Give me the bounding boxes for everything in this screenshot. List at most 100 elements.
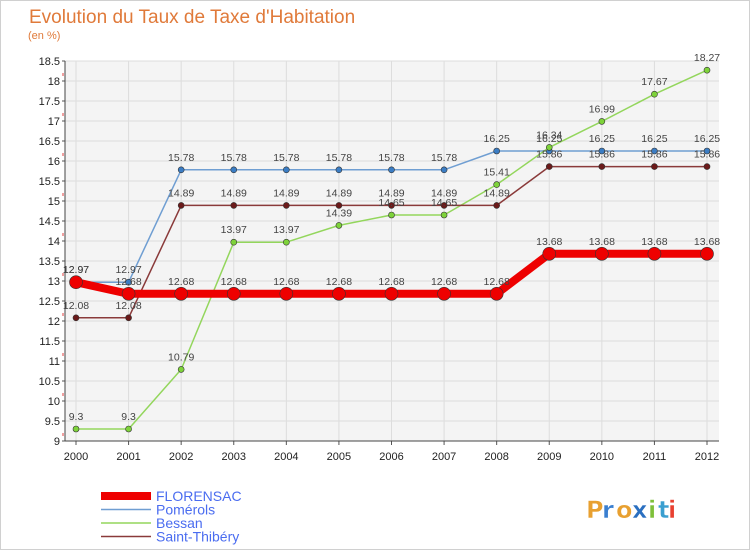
data-point-bessan xyxy=(651,90,658,98)
data-label: 15.86 xyxy=(536,149,562,161)
data-label: 13.97 xyxy=(221,224,247,236)
data-label: 12.97 xyxy=(115,264,141,276)
data-label: 15.86 xyxy=(589,149,615,161)
y-tick-label: 15 xyxy=(48,196,60,208)
data-label: 15.78 xyxy=(431,152,457,164)
brand-letter: i xyxy=(668,496,676,524)
data-label: 14.89 xyxy=(326,187,352,199)
y-tick-label: 12 xyxy=(48,316,60,328)
x-tick-label: 2001 xyxy=(116,451,140,463)
data-label: 16.25 xyxy=(694,133,720,145)
data-point-saint-thibery xyxy=(493,202,500,209)
data-point-saint-thibery xyxy=(125,314,132,322)
data-point-bessan xyxy=(703,66,711,74)
data-label: 15.78 xyxy=(273,152,299,164)
data-point-bessan xyxy=(230,238,238,246)
data-point-bessan xyxy=(598,118,606,125)
data-point-pomerols xyxy=(651,147,658,155)
x-tick-label: 2007 xyxy=(432,451,456,463)
data-point-pomerols xyxy=(230,166,238,174)
x-tick-label: 2002 xyxy=(169,451,193,463)
data-point-florensac xyxy=(542,247,557,261)
y-tick-label: 10.5 xyxy=(39,376,60,388)
data-label: 15.41 xyxy=(484,167,510,179)
data-label: 16.99 xyxy=(589,103,615,115)
data-label: 14.39 xyxy=(326,207,352,219)
y-tick-label: 15.5 xyxy=(39,176,60,188)
data-point-bessan xyxy=(493,181,500,188)
data-point-pomerols xyxy=(388,166,395,174)
data-point-florensac xyxy=(332,286,346,301)
data-label: 14.89 xyxy=(484,187,510,199)
y-tick-label: 18.5 xyxy=(39,56,60,68)
data-label: 14.89 xyxy=(431,187,457,199)
data-point-bessan xyxy=(283,238,290,246)
data-point-pomerols xyxy=(703,147,711,155)
data-point-bessan xyxy=(335,222,343,229)
data-point-florensac xyxy=(384,286,399,301)
data-label: 12.97 xyxy=(63,264,89,276)
data-point-pomerols xyxy=(440,166,448,174)
data-label: 12.68 xyxy=(273,276,299,288)
y-tick-label: 13 xyxy=(48,276,60,288)
x-tick-label: 2010 xyxy=(590,451,614,463)
data-label: 14.89 xyxy=(168,187,194,199)
data-point-bessan xyxy=(440,211,448,219)
data-label: 16.25 xyxy=(536,133,562,145)
y-tick-label: 14 xyxy=(48,236,60,248)
data-point-saint-thibery xyxy=(283,202,290,209)
data-label: 13.68 xyxy=(536,236,562,248)
data-point-saint-thibery xyxy=(230,202,238,209)
data-label: 14.89 xyxy=(273,187,299,199)
data-point-florensac xyxy=(69,275,83,290)
brand-logo: Pr o x i ti xyxy=(586,496,677,525)
chart-title: Evolution du Taux de Taxe d'Habitation xyxy=(29,7,356,28)
x-tick-label: 2006 xyxy=(379,451,403,463)
data-point-florensac xyxy=(595,247,609,261)
data-label: 10.79 xyxy=(168,351,194,363)
data-point-florensac xyxy=(174,286,188,301)
data-point-bessan xyxy=(545,144,553,151)
data-point-pomerols xyxy=(283,166,290,174)
data-point-saint-thibery xyxy=(335,202,343,209)
data-label: 12.68 xyxy=(431,276,457,288)
data-point-saint-thibery xyxy=(72,314,80,322)
legend-label-saint-thibery: Saint-Thibéry xyxy=(156,529,239,545)
data-point-pomerols xyxy=(125,278,132,286)
brand-letter: r xyxy=(602,496,614,524)
data-label: 17.67 xyxy=(641,76,667,88)
y-tick-label: 11.5 xyxy=(39,336,60,348)
data-label: 18.27 xyxy=(694,52,720,64)
data-point-saint-thibery xyxy=(388,202,395,209)
data-label: 15.78 xyxy=(168,152,194,164)
data-label: 12.08 xyxy=(115,300,141,312)
data-label: 15.78 xyxy=(378,152,404,164)
y-tick-label: 17.5 xyxy=(39,96,60,108)
data-point-pomerols xyxy=(177,166,185,174)
data-label: 15.86 xyxy=(641,149,667,161)
y-tick-label: 13.5 xyxy=(39,256,60,268)
legend-label-florensac: FLORENSAC xyxy=(156,488,242,504)
data-point-saint-thibery xyxy=(703,163,711,170)
y-tick-label: 14.5 xyxy=(39,216,60,228)
data-label: 14.65 xyxy=(378,197,404,209)
brand-letter: x xyxy=(632,496,648,524)
data-label: 14.89 xyxy=(221,187,247,199)
data-label: 16.25 xyxy=(641,133,667,145)
y-tick-label: 9 xyxy=(54,436,60,448)
data-label: 12.97 xyxy=(63,264,89,276)
y-tick-label: 16 xyxy=(48,156,60,168)
data-label: 13.97 xyxy=(273,224,299,236)
data-label: 12.68 xyxy=(484,276,510,288)
legend-label-pomerols: Pomérols xyxy=(156,502,215,518)
data-point-florensac xyxy=(279,286,294,301)
data-point-pomerols xyxy=(598,147,606,155)
x-tick-label: 2011 xyxy=(643,451,667,463)
brand-letter: i xyxy=(648,496,656,524)
data-point-bessan xyxy=(125,425,132,433)
x-tick-label: 2005 xyxy=(327,451,351,463)
data-label: 15.78 xyxy=(326,152,352,164)
data-point-saint-thibery xyxy=(651,163,658,170)
